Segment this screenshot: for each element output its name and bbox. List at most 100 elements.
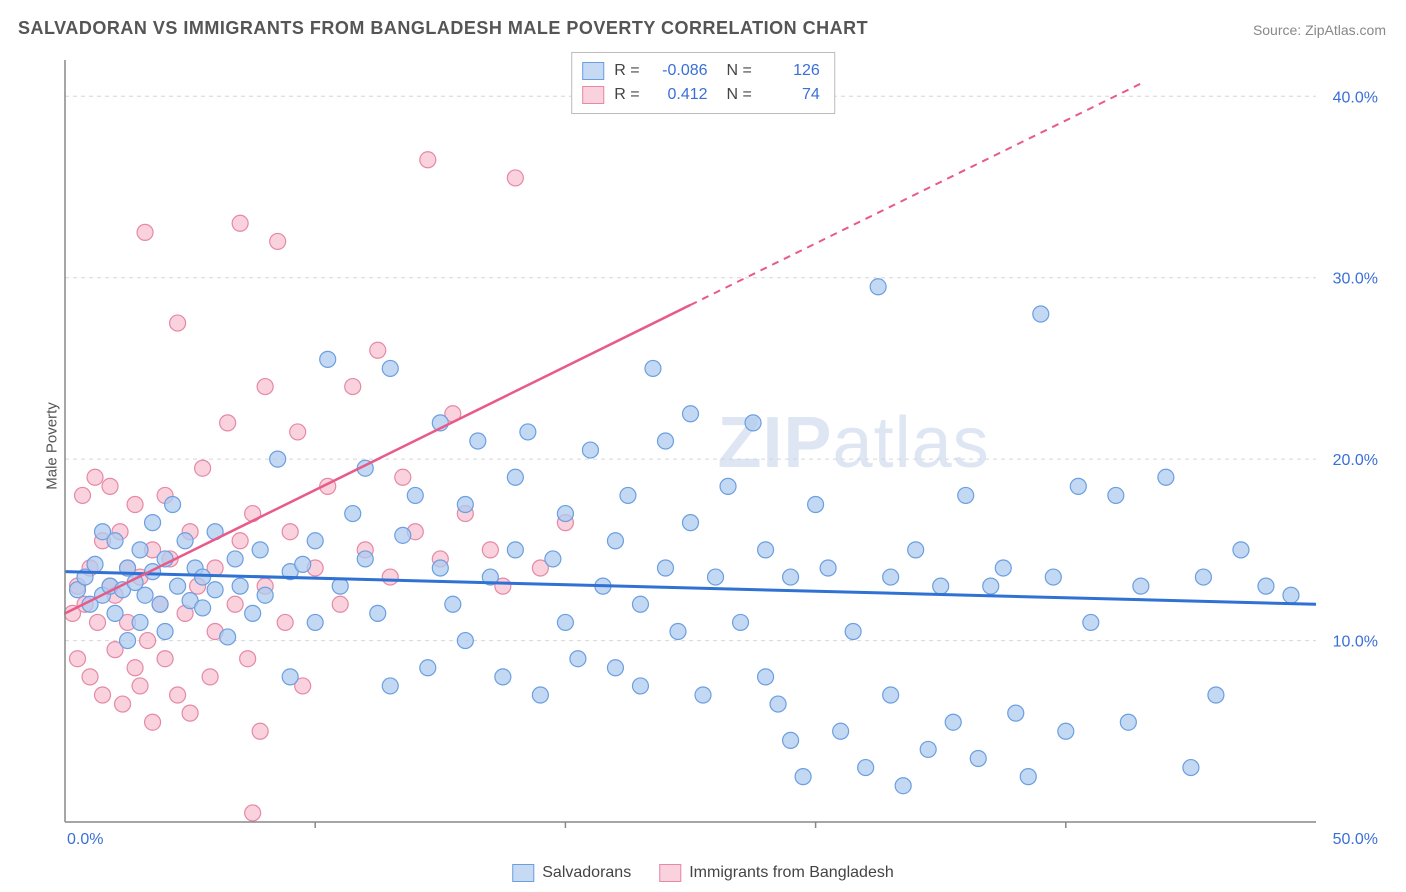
series-legend: Salvadorans Immigrants from Bangladesh [512,864,893,882]
data-point [1058,723,1074,739]
trend-line-blue [65,572,1316,605]
swatch-blue [512,864,534,882]
data-point [1183,760,1199,776]
swatch-pink [582,86,604,104]
source-link[interactable]: ZipAtlas.com [1305,22,1386,38]
plot-area: 10.0%20.0%30.0%40.0%ZIPatlas0.0%50.0% [55,50,1386,852]
svg-text:50.0%: 50.0% [1333,831,1378,848]
stat-label-r: R = [614,59,639,83]
svg-text:ZIPatlas: ZIPatlas [718,403,990,483]
stats-row-series-0: R = -0.086 N = 126 [582,59,820,83]
data-point [520,424,536,440]
data-point [720,478,736,494]
data-point [845,624,861,640]
data-point [195,460,211,476]
data-point [90,614,106,630]
data-point [370,342,386,358]
data-point [157,651,173,667]
data-point [127,660,143,676]
data-point [170,315,186,331]
data-point [507,170,523,186]
data-point [232,533,248,549]
data-point [132,614,148,630]
data-point [240,651,256,667]
data-point [1108,487,1124,503]
data-point [157,624,173,640]
data-point [382,678,398,694]
legend-item-1: Immigrants from Bangladesh [659,864,894,882]
data-point [657,560,673,576]
data-point [370,605,386,621]
data-point [82,669,98,685]
data-point [382,569,398,585]
data-point [570,651,586,667]
data-point [683,515,699,531]
data-point [407,487,423,503]
data-point [582,442,598,458]
data-point [507,542,523,558]
data-point [182,705,198,721]
data-point [870,279,886,295]
data-point [457,633,473,649]
data-point [282,524,298,540]
data-point [277,614,293,630]
data-point [120,633,136,649]
data-point [357,551,373,567]
data-point [920,741,936,757]
data-point [220,629,236,645]
data-point [195,569,211,585]
data-point [795,769,811,785]
data-point [695,687,711,703]
data-point [345,506,361,522]
data-point [445,596,461,612]
data-point [95,687,111,703]
data-point [232,215,248,231]
data-point [87,556,103,572]
data-point [132,678,148,694]
trend-line-pink-extrapolated [691,84,1141,305]
data-point [170,687,186,703]
stats-row-series-1: R = 0.412 N = 74 [582,83,820,107]
data-point [470,433,486,449]
data-point [883,687,899,703]
data-point [145,515,161,531]
data-point [820,560,836,576]
swatch-pink [659,864,681,882]
data-point [107,533,123,549]
data-point [145,714,161,730]
data-point [1208,687,1224,703]
data-point [132,542,148,558]
data-point [320,351,336,367]
data-point [645,360,661,376]
stat-r-value-0: -0.086 [650,59,708,83]
data-point [137,587,153,603]
data-point [745,415,761,431]
data-point [1008,705,1024,721]
data-point [395,527,411,543]
data-point [1083,614,1099,630]
data-point [170,578,186,594]
data-point [227,596,243,612]
svg-text:0.0%: 0.0% [67,831,103,848]
data-point [758,669,774,685]
data-point [507,469,523,485]
data-point [87,469,103,485]
data-point [632,678,648,694]
data-point [432,560,448,576]
data-point [495,669,511,685]
data-point [252,542,268,558]
data-point [983,578,999,594]
data-point [295,556,311,572]
data-point [808,497,824,513]
legend-label-1: Immigrants from Bangladesh [689,864,894,882]
data-point [282,669,298,685]
data-point [557,506,573,522]
data-point [307,614,323,630]
data-point [657,433,673,449]
stat-n-value-1: 74 [762,83,820,107]
data-point [152,596,168,612]
data-point [783,732,799,748]
data-point [958,487,974,503]
data-point [165,497,181,513]
data-point [395,469,411,485]
